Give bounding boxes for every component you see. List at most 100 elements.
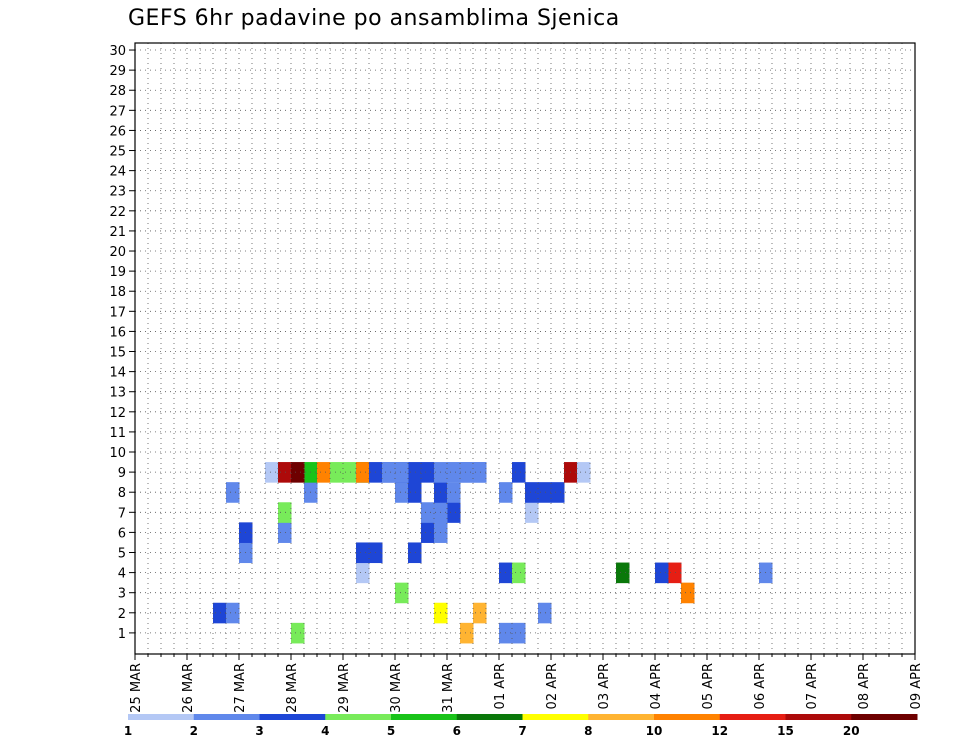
precip-cell [551,482,565,503]
precip-cell [356,462,370,483]
legend-swatch [522,714,589,720]
precip-cell [512,562,526,584]
legend-label: 1 [124,724,132,738]
precip-cell [278,502,292,523]
legend-label: 20 [843,724,860,738]
precip-cell [226,602,240,624]
x-tick-label: 30 MAR [389,663,404,713]
precip-cell [291,462,305,483]
y-tick-label: 1 [118,627,126,642]
precip-cell [330,462,344,483]
y-tick-label: 6 [118,526,126,541]
precip-cell [356,542,370,564]
y-tick-label: 26 [109,124,126,139]
precip-cell [681,582,695,604]
precip-cell [356,562,370,584]
precip-cell [343,462,357,483]
legend-label: 8 [584,724,592,738]
x-tick-label: 09 APR [909,663,924,709]
precip-cell [460,462,474,483]
precip-cell [577,462,591,483]
precip-cell [317,462,331,483]
y-tick-label: 24 [109,165,126,180]
y-tick-label: 3 [118,587,126,602]
precip-cell [226,482,240,503]
y-tick-label: 20 [109,245,126,260]
precip-cell [447,462,461,483]
precip-cell [655,562,669,584]
y-tick-label: 18 [109,285,126,300]
legend-label: 6 [453,724,461,738]
chart-title: GEFS 6hr padavine po ansamblima Sjenica [128,6,620,31]
legend-swatch [719,714,786,720]
y-tick-label: 10 [109,446,126,461]
y-tick-label: 15 [109,346,126,361]
precip-cell [421,502,435,523]
precip-cell [512,622,526,644]
precip-cell [408,482,422,503]
precip-cell [408,462,422,483]
y-tick-label: 23 [109,185,126,200]
precip-cell [265,462,279,483]
legend-label: 15 [777,724,794,738]
legend-label: 2 [190,724,198,738]
precip-cell [278,462,292,483]
precip-cell [213,602,227,624]
precip-cell [473,462,487,483]
precip-cell [408,542,422,564]
x-tick-label: 05 APR [701,663,716,709]
y-tick-label: 19 [109,265,126,280]
y-tick-label: 14 [109,366,126,381]
x-tick-label: 04 APR [649,663,664,709]
x-tick-label: 27 MAR [233,663,248,713]
legend-label: 5 [387,724,395,738]
legend-swatch [588,714,655,720]
y-tick-label: 5 [118,547,126,562]
precip-cell [512,462,526,483]
precip-cell [525,482,539,503]
x-tick-label: 06 APR [753,663,768,709]
legend-label: 3 [255,724,263,738]
legend-swatch [456,714,523,720]
precip-cell [278,522,292,543]
precip-cell [525,502,539,523]
precip-cell [538,482,552,503]
x-tick-label: 03 APR [597,663,612,709]
legend-label: 7 [518,724,526,738]
precip-cell [395,482,409,503]
y-tick-label: 30 [109,44,126,59]
precip-cell [616,562,630,584]
precip-cell [421,522,435,543]
x-tick-label: 02 APR [545,663,560,709]
legend-swatch [128,714,195,720]
precip-cell [291,622,305,644]
y-tick-label: 2 [118,607,126,622]
y-tick-label: 25 [109,145,126,160]
legend-label: 12 [711,724,728,738]
legend-label: 4 [321,724,329,738]
y-tick-label: 7 [118,506,126,521]
legend-swatch [259,714,326,720]
y-tick-label: 27 [109,104,126,119]
precip-cell [473,602,487,624]
y-tick-label: 8 [118,486,126,501]
y-tick-label: 12 [109,406,126,421]
legend-swatch [785,714,852,720]
precip-cell [460,622,474,644]
precip-cell [395,582,409,604]
y-tick-label: 4 [118,567,126,582]
legend-label: 10 [646,724,663,738]
y-tick-label: 22 [109,205,126,220]
x-tick-label: 29 MAR [337,663,352,713]
legend-swatch [391,714,458,720]
y-tick-label: 16 [109,325,126,340]
precip-cell [395,462,409,483]
x-tick-label: 26 MAR [181,663,196,713]
x-tick-label: 28 MAR [285,663,300,713]
y-tick-label: 21 [109,225,126,240]
precip-cell [447,502,461,523]
x-tick-label: 31 MAR [441,663,456,713]
legend-swatch [325,714,392,720]
y-tick-label: 11 [109,426,126,441]
